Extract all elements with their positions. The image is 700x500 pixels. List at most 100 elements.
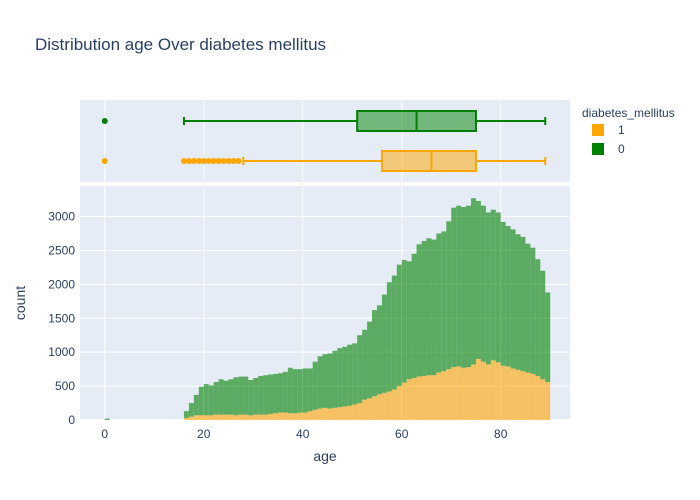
histogram-bar-0[interactable] bbox=[376, 305, 382, 395]
histogram-bar-1[interactable] bbox=[223, 414, 229, 420]
histogram-bar-0[interactable] bbox=[490, 209, 496, 361]
histogram-bar-0[interactable] bbox=[233, 377, 239, 416]
histogram-bar-1[interactable] bbox=[243, 414, 249, 420]
histogram-bar-0[interactable] bbox=[391, 275, 397, 390]
histogram-bar-1[interactable] bbox=[515, 369, 521, 420]
histogram-bar-0[interactable] bbox=[208, 385, 214, 416]
histogram-bar-1[interactable] bbox=[406, 379, 412, 420]
histogram-bar-0[interactable] bbox=[545, 292, 551, 383]
histogram-bar-1[interactable] bbox=[248, 415, 254, 420]
histogram-bar-1[interactable] bbox=[416, 376, 422, 420]
histogram-bar-0[interactable] bbox=[337, 348, 343, 408]
histogram-bar-0[interactable] bbox=[183, 411, 189, 418]
histogram-bar-1[interactable] bbox=[372, 396, 377, 420]
histogram-bar-0[interactable] bbox=[312, 361, 318, 410]
histogram-bar-1[interactable] bbox=[213, 414, 219, 420]
histogram-bar-0[interactable] bbox=[456, 205, 462, 367]
histogram-bar-0[interactable] bbox=[292, 369, 298, 414]
histogram-bar-1[interactable] bbox=[401, 382, 407, 420]
histogram-bar-0[interactable] bbox=[431, 239, 437, 376]
histogram-bar-1[interactable] bbox=[307, 411, 313, 420]
histogram-bar-1[interactable] bbox=[287, 413, 293, 420]
histogram-bar-0[interactable] bbox=[530, 247, 536, 374]
histogram-bar-0[interactable] bbox=[475, 200, 481, 359]
histogram-bar-1[interactable] bbox=[302, 412, 308, 420]
histogram-bar-0[interactable] bbox=[495, 212, 501, 363]
histogram-bar-0[interactable] bbox=[357, 335, 363, 404]
histogram-bar-0[interactable] bbox=[273, 373, 278, 414]
histogram-bar-1[interactable] bbox=[490, 360, 496, 420]
histogram-bar-0[interactable] bbox=[406, 261, 412, 380]
histogram-bar-1[interactable] bbox=[485, 364, 491, 420]
histogram-bar-1[interactable] bbox=[495, 362, 501, 420]
histogram-bar-1[interactable] bbox=[228, 414, 234, 420]
histogram-bar-1[interactable] bbox=[258, 414, 264, 420]
legend-item-1[interactable]: 1 bbox=[592, 123, 625, 137]
histogram-bar-0[interactable] bbox=[396, 264, 402, 387]
histogram-bar-0[interactable] bbox=[471, 198, 476, 365]
histogram-bar-1[interactable] bbox=[411, 377, 417, 420]
histogram-bar-0[interactable] bbox=[223, 380, 229, 415]
histogram-bar-0[interactable] bbox=[258, 375, 264, 415]
histogram-bar-1[interactable] bbox=[347, 405, 353, 420]
boxplot-1[interactable] bbox=[101, 150, 547, 172]
histogram-bar-1[interactable] bbox=[193, 415, 199, 420]
histogram-bar-1[interactable] bbox=[367, 398, 373, 420]
histogram-bar-1[interactable] bbox=[342, 406, 348, 420]
histogram-bar-0[interactable] bbox=[253, 377, 259, 415]
histogram-bar-0[interactable] bbox=[213, 382, 219, 415]
boxplot-0[interactable] bbox=[101, 110, 547, 132]
histogram-bar-1[interactable] bbox=[386, 391, 392, 420]
histogram-bar-1[interactable] bbox=[391, 389, 397, 420]
histogram-bar-1[interactable] bbox=[510, 368, 516, 420]
histogram-bar-1[interactable] bbox=[396, 386, 402, 420]
histogram-bar-0[interactable] bbox=[515, 234, 521, 370]
histogram-bar-0[interactable] bbox=[500, 221, 506, 366]
histogram-bar-1[interactable] bbox=[535, 375, 541, 420]
histogram-bar-0[interactable] bbox=[466, 205, 472, 368]
histogram-bar-1[interactable] bbox=[268, 413, 274, 420]
histogram-bar-1[interactable] bbox=[505, 366, 511, 420]
histogram-bar-0[interactable] bbox=[347, 344, 353, 406]
histogram-bar-0[interactable] bbox=[535, 259, 541, 376]
histogram-bar-1[interactable] bbox=[337, 407, 343, 420]
histogram-bar-1[interactable] bbox=[282, 412, 288, 420]
histogram-bar-0[interactable] bbox=[520, 236, 526, 372]
histogram-bar-0[interactable] bbox=[352, 343, 358, 405]
histogram-bar-1[interactable] bbox=[480, 361, 486, 420]
histogram-bar-1[interactable] bbox=[525, 372, 531, 420]
histogram-bar-0[interactable] bbox=[367, 321, 373, 399]
histogram-bar-1[interactable] bbox=[530, 373, 536, 420]
histogram-bar-1[interactable] bbox=[357, 403, 363, 420]
histogram-bar-0[interactable] bbox=[277, 373, 283, 413]
histogram-bar-0[interactable] bbox=[263, 375, 269, 415]
histogram-bar-0[interactable] bbox=[302, 368, 308, 413]
histogram-bar-0[interactable] bbox=[188, 403, 194, 417]
histogram-bar-1[interactable] bbox=[312, 409, 318, 420]
histogram-bar-1[interactable] bbox=[263, 414, 269, 420]
histogram-bar-0[interactable] bbox=[218, 379, 224, 415]
histogram-bar-1[interactable] bbox=[446, 369, 452, 420]
histogram-bar-1[interactable] bbox=[381, 392, 387, 420]
histogram-bar-0[interactable] bbox=[248, 379, 254, 416]
histogram-bar-1[interactable] bbox=[456, 366, 462, 420]
histogram-bar-0[interactable] bbox=[446, 221, 452, 370]
histogram-bar-0[interactable] bbox=[322, 354, 328, 408]
histogram-bar-0[interactable] bbox=[461, 207, 467, 368]
histogram-bar-0[interactable] bbox=[238, 376, 244, 415]
histogram-bar-0[interactable] bbox=[372, 310, 377, 397]
histogram-bar-0[interactable] bbox=[198, 386, 204, 416]
histogram-bar-0[interactable] bbox=[505, 226, 511, 367]
histogram-bar-1[interactable] bbox=[317, 408, 323, 420]
histogram-bar-1[interactable] bbox=[292, 413, 298, 420]
histogram-bar-0[interactable] bbox=[540, 270, 546, 380]
histogram-bar-1[interactable] bbox=[218, 414, 224, 420]
histogram-bar-1[interactable] bbox=[208, 415, 214, 420]
histogram-bar-0[interactable] bbox=[421, 240, 427, 376]
histogram-bar-1[interactable] bbox=[431, 375, 437, 420]
histogram-bar-0[interactable] bbox=[297, 369, 303, 413]
histogram-bar-0[interactable] bbox=[416, 244, 422, 377]
histogram-bar-0[interactable] bbox=[282, 371, 288, 413]
histogram-bar-0[interactable] bbox=[332, 350, 338, 408]
histogram-bar-1[interactable] bbox=[451, 367, 457, 420]
